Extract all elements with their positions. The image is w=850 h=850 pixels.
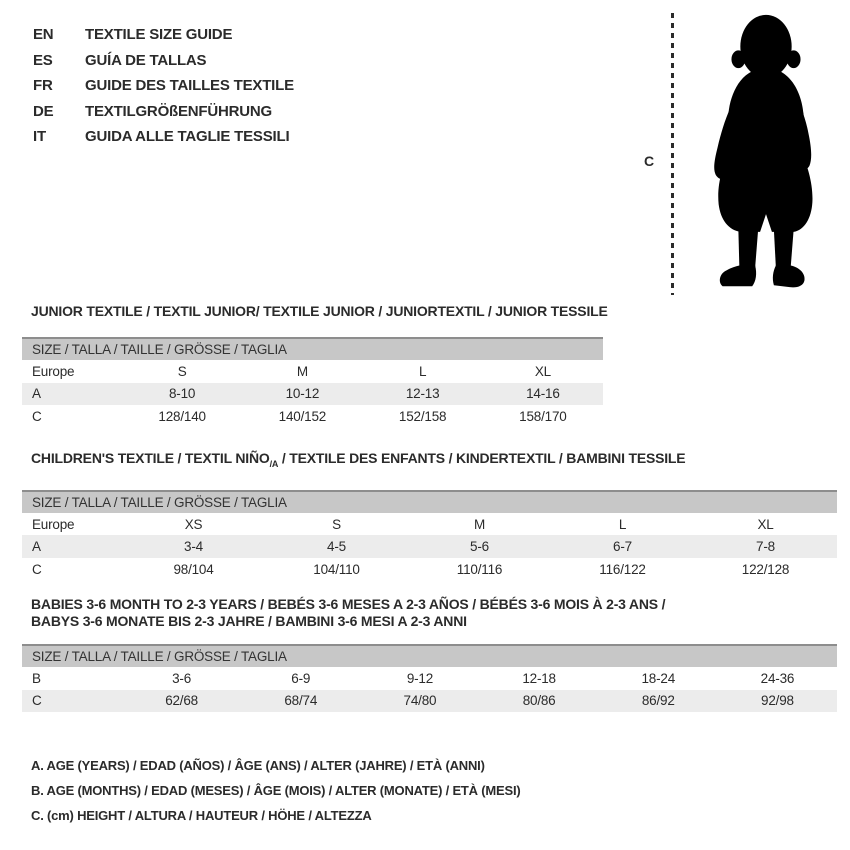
table-cell: 152/158 (398, 408, 447, 424)
row-label: A (32, 386, 41, 402)
title-subscript: /A (269, 458, 279, 469)
table-cell: 9-12 (406, 670, 434, 686)
row-label: B (32, 670, 41, 686)
table-cell: XS (184, 516, 203, 532)
title-suffix: / TEXTILE DES ENFANTS / KINDERTEXTIL / B… (278, 450, 686, 466)
lang-code: ES (33, 51, 53, 69)
table-cell: 8-10 (169, 386, 196, 402)
note-a: A. AGE (YEARS) / EDAD (AÑOS) / ÂGE (ANS)… (31, 758, 485, 773)
height-measure-label: C (644, 153, 655, 169)
lang-label: GUIDA ALLE TAGLIE TESSILI (85, 128, 290, 146)
section-junior: JUNIOR TEXTILE / TEXTIL JUNIOR/ TEXTILE … (0, 303, 608, 428)
note-c: C. (cm) HEIGHT / ALTURA / HAUTEUR / HÖHE… (31, 808, 372, 823)
lang-row-de: DE TEXTILGRÖßENFÜHRUNG (33, 99, 294, 125)
section-children: CHILDREN'S TEXTILE / TEXTIL NIÑO/A / TEX… (0, 450, 837, 581)
section-babies: BABIES 3-6 MONTH TO 2-3 YEARS / BEBÉS 3-… (0, 596, 837, 712)
lang-row-en: EN TEXTILE SIZE GUIDE (33, 22, 294, 48)
table-row: C 62/68 68/74 74/80 80/86 86/92 92/98 (22, 689, 837, 712)
table-cell: 74/80 (403, 693, 437, 709)
toddler-silhouette-icon (714, 14, 813, 288)
table-cell: 3-6 (172, 670, 192, 686)
table-cell: 86/92 (641, 693, 675, 709)
row-label: C (32, 408, 42, 424)
table-row: C 98/104 104/110 110/116 116/122 122/128 (22, 557, 837, 581)
section-title: JUNIOR TEXTILE / TEXTIL JUNIOR/ TEXTILE … (31, 303, 608, 319)
title-prefix: CHILDREN'S TEXTILE / TEXTIL NIÑO (31, 450, 270, 466)
table-cell: S (177, 363, 187, 379)
language-title-block: EN TEXTILE SIZE GUIDE ES GUÍA DE TALLAS … (33, 22, 294, 150)
row-label: Europe (32, 516, 75, 532)
table-cell: 128/140 (158, 408, 206, 424)
table-row: A 3-4 4-5 5-6 6-7 7-8 (22, 535, 837, 558)
table-row: A 8-10 10-12 12-13 14-16 (22, 382, 603, 405)
legend-notes: A. AGE (YEARS) / EDAD (AÑOS) / ÂGE (ANS)… (31, 753, 521, 828)
row-label: Europe (32, 363, 75, 379)
table-cell: 68/74 (284, 693, 318, 709)
table-cell: 6-9 (291, 670, 311, 686)
table-cell: 10-12 (285, 386, 320, 402)
table-cell: 62/68 (165, 693, 198, 709)
table-cell: 122/128 (741, 561, 790, 577)
lang-code: EN (33, 26, 54, 44)
table-cell: S (332, 516, 341, 532)
note-b: B. AGE (MONTHS) / EDAD (MESES) / ÂGE (MO… (31, 783, 521, 798)
lang-label: TEXTILGRÖßENFÜHRUNG (85, 102, 273, 120)
table-cell: L (418, 363, 427, 379)
lang-label: GUÍA DE TALLAS (85, 51, 207, 69)
table-cell: 12-18 (522, 670, 556, 686)
lang-code: FR (33, 77, 53, 95)
row-label: C (32, 561, 42, 577)
table-cell: 14-16 (526, 386, 560, 402)
lang-code: IT (33, 128, 46, 146)
table-cell: 80/86 (522, 693, 556, 709)
lang-row-fr: FR GUIDE DES TAILLES TEXTILE (33, 73, 294, 99)
lang-label: GUIDE DES TAILLES TEXTILE (85, 77, 294, 95)
table-row: B 3-6 6-9 9-12 12-18 18-24 24-36 (22, 667, 837, 690)
table-cell: XL (757, 516, 774, 532)
table-cell: M (473, 516, 486, 532)
table-cell: 110/116 (456, 561, 503, 577)
table-cell: 140/152 (278, 408, 327, 424)
table-cell: XL (534, 363, 551, 379)
table-row: Europe S M L XL (22, 360, 603, 383)
lang-code: DE (33, 102, 54, 120)
table-row: C 128/140 140/152 152/158 158/170 (22, 405, 603, 428)
table-cell: 12-13 (405, 386, 440, 402)
table-cell: 158/170 (519, 408, 567, 424)
row-label: A (32, 539, 41, 555)
table-cell: 3-4 (184, 539, 203, 555)
table-cell: 6-7 (613, 539, 632, 555)
height-dotted-line (671, 13, 674, 295)
table-cell: 116/122 (599, 561, 646, 577)
children-size-table: SIZE / TALLA / TAILLE / GRÖSSE / TAGLIA … (22, 489, 837, 581)
child-height-figure: C (640, 5, 848, 301)
lang-label: TEXTILE SIZE GUIDE (85, 26, 233, 44)
table-cell: 104/110 (313, 561, 360, 577)
section-title: CHILDREN'S TEXTILE / TEXTIL NIÑO/A / TEX… (31, 450, 837, 473)
table-cell: 18-24 (641, 670, 676, 686)
table-header: SIZE / TALLA / TAILLE / GRÖSSE / TAGLIA (22, 489, 837, 513)
table-cell: 24-36 (760, 670, 795, 686)
table-cell: 7-8 (756, 539, 775, 555)
table-cell: 4-5 (327, 539, 346, 555)
title-line-1: BABIES 3-6 MONTH TO 2-3 YEARS / BEBÉS 3-… (31, 596, 666, 612)
row-label: C (32, 693, 42, 709)
lang-row-es: ES GUÍA DE TALLAS (33, 48, 294, 74)
section-title: BABIES 3-6 MONTH TO 2-3 YEARS / BEBÉS 3-… (31, 596, 837, 630)
table-cell: L (618, 516, 627, 532)
lang-row-it: IT GUIDA ALLE TAGLIE TESSILI (33, 124, 294, 150)
table-header: SIZE / TALLA / TAILLE / GRÖSSE / TAGLIA (22, 644, 837, 667)
junior-size-table: SIZE / TALLA / TAILLE / GRÖSSE / TAGLIA … (22, 337, 603, 428)
table-cell: M (296, 363, 308, 379)
table-cell: 5-6 (470, 539, 489, 555)
title-line-2: BABYS 3-6 MONATE BIS 2-3 JAHRE / BAMBINI… (31, 613, 467, 629)
table-cell: 92/98 (761, 693, 794, 709)
table-cell: 98/104 (173, 561, 214, 577)
table-row: Europe XS S M L XL (22, 512, 837, 536)
babies-size-table: SIZE / TALLA / TAILLE / GRÖSSE / TAGLIA … (22, 644, 837, 712)
table-header: SIZE / TALLA / TAILLE / GRÖSSE / TAGLIA (22, 337, 603, 360)
